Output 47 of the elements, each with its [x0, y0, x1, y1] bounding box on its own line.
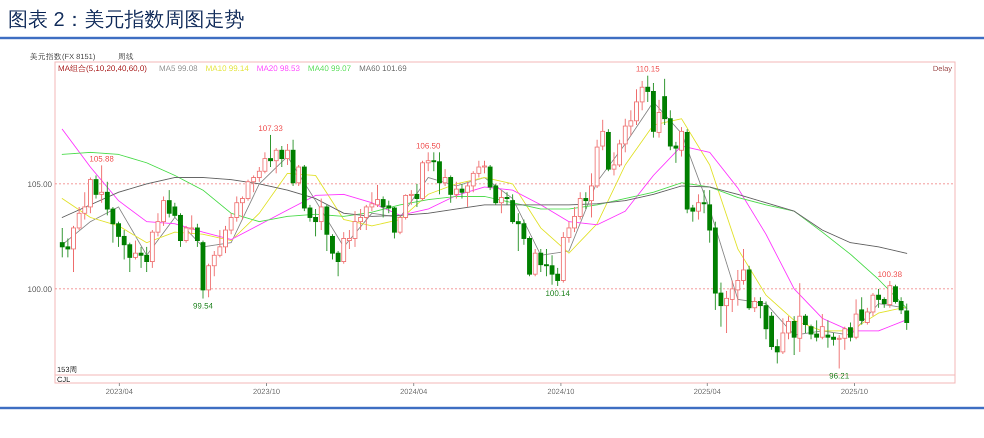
- candlestick: [194, 223, 200, 248]
- candlestick: [792, 316, 797, 356]
- candlestick: [285, 143, 290, 166]
- candlestick: [679, 126, 684, 158]
- chart-title: 图表 2：美元指数周图走势: [8, 8, 245, 31]
- annotation: 96.21: [829, 371, 850, 380]
- annotation: 99.54: [192, 302, 214, 311]
- candlestick: [448, 174, 454, 204]
- candlestick: [532, 248, 538, 277]
- y-tick-label: 105.00: [28, 180, 53, 189]
- line-series: [62, 152, 908, 309]
- candlestick: [859, 296, 864, 326]
- line-series: [62, 177, 908, 254]
- candlestick: [504, 192, 510, 206]
- annotation: 106.50: [416, 141, 441, 150]
- legend-title: MA组合(5,10,20,40,60,0): [58, 64, 148, 73]
- candlestick: [848, 322, 853, 342]
- candlestick: [454, 181, 459, 200]
- candlestick: [318, 198, 324, 231]
- candlestick: [583, 192, 588, 210]
- candlestick: [820, 314, 825, 340]
- text: MA5 99.08: [158, 64, 198, 73]
- candlestick: [460, 183, 464, 200]
- candlestick: [854, 298, 858, 340]
- text: MA40 99.07: [308, 64, 352, 73]
- text: MA10 99.14: [206, 64, 250, 73]
- candlestick: [94, 174, 98, 200]
- candlestick: [600, 119, 606, 151]
- annotation: 100.38: [878, 270, 903, 279]
- text: MA20 98.53: [256, 64, 300, 73]
- candlestick: [904, 303, 910, 330]
- candlestick: [498, 190, 504, 214]
- candlestick: [133, 240, 138, 260]
- candlestick: [268, 134, 273, 168]
- candlestick: [274, 148, 279, 174]
- annotation: 100.14: [545, 288, 570, 298]
- annotation: 110.15: [636, 64, 660, 74]
- candlestick: [414, 183, 420, 208]
- candlestick: [656, 99, 662, 138]
- candlestick: [752, 296, 758, 312]
- annotation: 107.33: [258, 124, 284, 133]
- candlestick: [279, 146, 284, 168]
- y-tick-label: 100.00: [28, 284, 53, 294]
- candlestick: [696, 194, 701, 220]
- text: MA60 101.69: [359, 64, 408, 73]
- annotation: 105.88: [89, 154, 114, 164]
- candlestick: [802, 314, 808, 334]
